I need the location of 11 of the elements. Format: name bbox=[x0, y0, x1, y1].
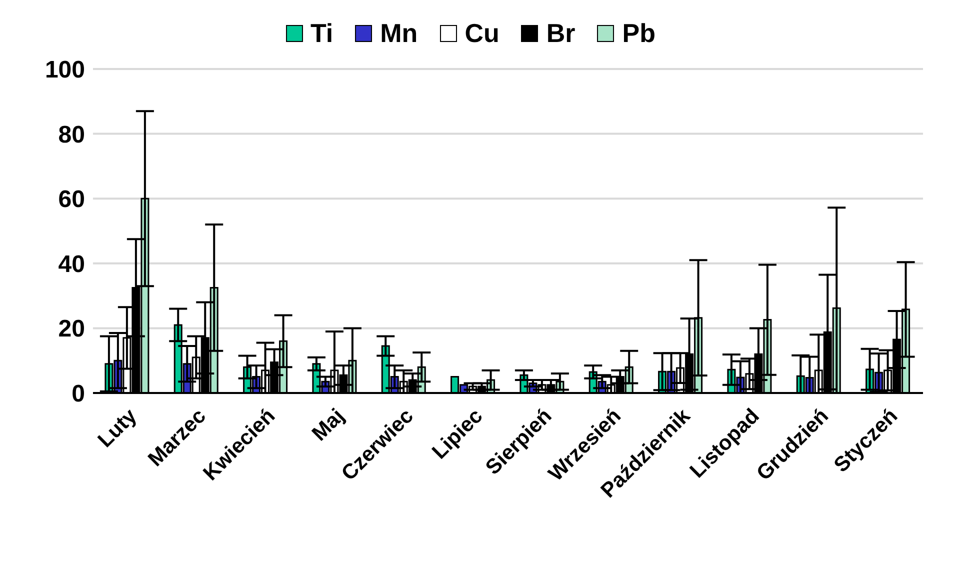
legend-label: Cu bbox=[464, 18, 500, 49]
legend-label: Pb bbox=[622, 18, 656, 49]
y-tick-label: 20 bbox=[58, 316, 85, 343]
legend-label: Mn bbox=[380, 18, 418, 49]
y-tick-label: 100 bbox=[44, 56, 85, 84]
legend-label: Ti bbox=[310, 18, 334, 49]
y-tick-label: 40 bbox=[58, 250, 85, 278]
legend-label: Br bbox=[546, 18, 576, 49]
y-tick-label: 80 bbox=[58, 121, 85, 148]
y-tick-label: 60 bbox=[58, 186, 85, 214]
y-tick-label: 0 bbox=[72, 380, 85, 408]
